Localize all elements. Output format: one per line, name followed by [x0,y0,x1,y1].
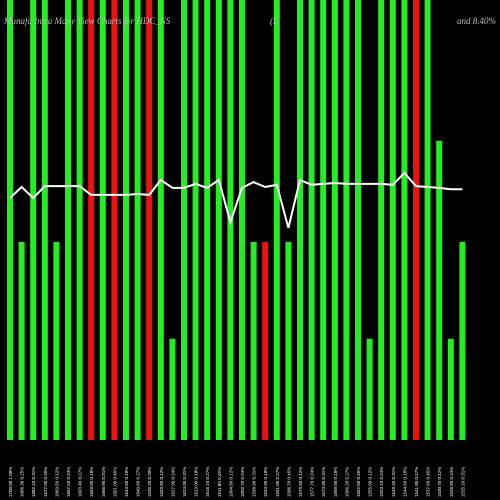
x-tick-label: 1602.70 0.24% [240,467,245,497]
bar [297,0,303,440]
x-tick-label: 1528.80 0.24% [449,467,454,497]
bar [111,0,118,440]
bar [436,140,443,441]
x-tick-label: 1640.60 0.27% [136,467,141,497]
x-tick-label: 1669.50 0.12% [54,467,59,497]
bar [262,242,269,440]
x-tick-label: 1537.60 0.45% [426,467,431,497]
x-tick-label: 1562.00 0.45% [356,467,361,497]
bar [99,0,106,440]
x-tick-label: 1619.00 0.18% [194,467,199,497]
bar [401,0,408,440]
bar [285,242,292,440]
bar [169,338,176,440]
x-tick-label: 1700.00 1.08% [8,467,13,497]
bar [378,0,385,440]
bar [76,0,83,440]
x-tick-label: 1682.10 0.31% [31,467,36,497]
chart-title: Munafa Intra Many View Charts for HDC_NS [3,16,171,26]
x-tick-label: 1629.80 0.12% [159,467,164,497]
x-tick-label: 1593.90 0.18% [263,467,268,497]
x-tick-label: 1667.50 0.24% [66,467,71,497]
chart-subtitle: (I [270,16,277,26]
bar [204,0,211,440]
bar [273,0,280,440]
bar [53,242,60,440]
x-tick-label: 1663.40 0.27% [78,467,83,497]
x-tick-label: 1566.20 0.27% [344,467,349,497]
bar [41,0,48,440]
bar [389,0,396,440]
x-tick-label: 1604.60 0.12% [228,467,233,497]
x-tick-label: 1659.00 0.18% [89,467,94,497]
x-tick-label: 1591.00 0.27% [275,467,280,497]
bar [308,0,315,440]
x-tick-label: 1677.00 0.45% [43,467,48,497]
bar [447,338,454,440]
bar [65,0,71,440]
x-tick-label: 1636.20 0.39% [147,467,152,497]
bar [320,0,327,440]
x-tick-label: 1544.60 0.18% [402,467,407,497]
x-tick-label: 1611.80 0.45% [217,467,222,497]
x-tick-label: 1541.80 0.27% [414,467,419,497]
bar [30,0,37,440]
bar [18,242,25,440]
x-tick-label: 1656.00 0.31% [101,467,106,497]
x-tick-label: 1549.40 0.31% [391,467,396,497]
bar [424,0,431,440]
bar [413,0,419,440]
x-tick-label: 1586.70 0.45% [286,467,291,497]
x-tick-label: 1627.90 0.24% [170,467,175,497]
bar [7,0,13,440]
x-tick-label: 1553.10 0.24% [379,467,384,497]
bar [250,242,257,440]
bar [88,0,95,440]
bar [134,0,141,440]
bar [192,0,199,440]
x-tick-label: 1555.00 0.12% [368,467,373,497]
x-tick-label: 1686.30 0.25% [20,467,25,497]
x-tick-label: 1530.70 0.12% [437,467,442,497]
x-tick-label: 1624.00 0.31% [182,467,187,497]
bar [146,0,153,440]
bar [459,242,466,440]
bar [355,0,361,440]
price-line [9,171,463,229]
x-tick-label: 1579.60 0.12% [298,467,303,497]
x-tick-label: 1616.10 0.27% [205,467,210,497]
bar [239,0,245,440]
x-tick-label: 1525.10 0.31% [460,467,465,497]
bar [343,0,350,440]
bar [366,338,373,440]
bar [215,0,222,440]
bar [157,0,164,440]
bar [331,0,338,440]
bar [123,0,129,440]
x-tick-label: 1573.90 0.31% [321,467,326,497]
bar [181,0,187,440]
annotation: and 8.40% [457,16,496,26]
x-tick-label: 1577.70 0.24% [310,467,315,497]
x-tick-label: 1651.00 0.45% [112,467,117,497]
x-tick-label: 1643.60 0.18% [124,467,129,497]
x-tick-label: 1569.00 0.18% [333,467,338,497]
x-tick-label: 1598.90 0.31% [252,467,257,497]
